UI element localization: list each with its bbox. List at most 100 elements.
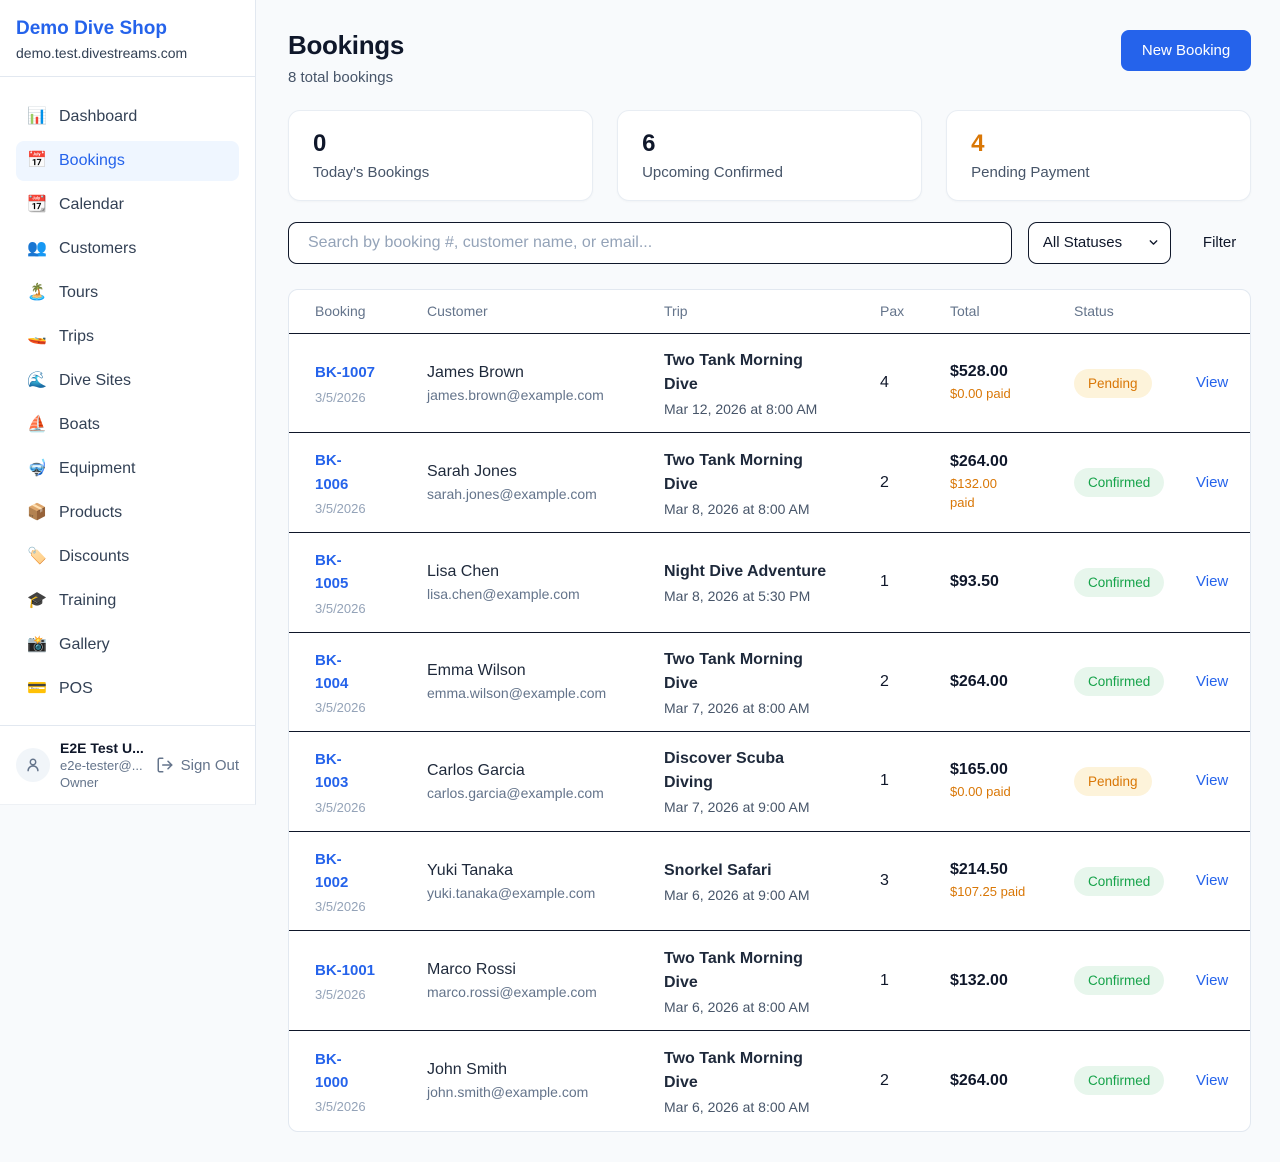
booking-date: 3/5/2026	[315, 987, 366, 1003]
tear-off-calendar-icon: 📆	[27, 196, 47, 213]
stat-value: 4	[971, 130, 985, 157]
booking-id-link[interactable]: BK-1001	[315, 962, 376, 980]
table-row: BK- 1006 3/5/2026 Sarah Jones sarah.jones@e…	[289, 433, 1251, 533]
pax-count: 4	[880, 374, 889, 392]
filter-controls: All Statuses Filter	[288, 221, 1251, 264]
sidebar-item-tours[interactable]: 🏝️ Tours	[16, 273, 239, 313]
table-row: BK- 1000 3/5/2026 John Smith john.smith@exa…	[289, 1031, 1250, 1131]
customer-name: Yuki Tanaka	[427, 861, 513, 879]
customer-email: john.smith@example.com	[427, 1084, 589, 1101]
sidebar-item-training[interactable]: 🎓 Training	[16, 581, 239, 621]
table-row: BK- 1004 3/5/2026 Emma Wilson emma.wilson@e…	[289, 633, 1251, 733]
booking-id-link[interactable]: BK- 1005	[315, 552, 349, 593]
booking-id-link[interactable]: BK- 1000	[315, 1050, 349, 1091]
calendar-icon: 📅	[27, 152, 47, 169]
customer-name: Emma Wilson	[427, 662, 526, 680]
booking-id-link[interactable]: BK- 1002	[315, 850, 349, 892]
brand-header: Demo Dive Shop demo.test.divestreams.com	[0, 0, 255, 77]
trip-name: Two Tank Morning Dive	[664, 1049, 803, 1091]
customer-name: Sarah Jones	[427, 463, 517, 481]
total-amount: $264.00	[950, 672, 1008, 690]
booking-id-link[interactable]: BK- 1004	[315, 651, 349, 692]
people-icon: 👥	[27, 240, 47, 257]
pax-count: 2	[880, 1071, 889, 1089]
sidebar-item-dive-sites[interactable]: 🌊 Dive Sites	[16, 361, 239, 401]
sidebar-item-dashboard[interactable]: 📊 Dashboard	[16, 97, 239, 137]
sidebar-item-label: Gallery	[59, 636, 110, 653]
trip-datetime: Mar 8, 2026 at 5:30 PM	[664, 588, 811, 605]
status-filter-select[interactable]: All Statuses	[1027, 221, 1171, 264]
table-row: BK-1001 3/5/2026 Marco Rossi marco.rossi@ex…	[289, 931, 1251, 1031]
view-link[interactable]: View	[1196, 672, 1229, 690]
total-amount: $214.50	[950, 860, 1008, 878]
view-link[interactable]: View	[1196, 374, 1229, 392]
user-info: E2E Test U... e2e-tester@... Owner	[60, 740, 146, 790]
speedboat-icon: 🚤	[27, 328, 47, 345]
sign-out-button[interactable]: Sign Out	[156, 756, 239, 774]
bookings-table: Booking Customer Trip Pax Total Status BK-100…	[288, 288, 1252, 1132]
table-body: BK-1007 3/5/2026 James Brown james.brown@ex…	[289, 334, 1251, 1131]
sidebar-nav: 📊 Dashboard 📅 Bookings 📆 Calendar 👥 Customers 🏝️…	[0, 77, 255, 725]
view-link[interactable]: View	[1196, 1071, 1229, 1089]
column-header-total: Total	[950, 303, 980, 320]
page-header: Bookings 8 total bookings New Booking	[288, 30, 1252, 86]
filter-button[interactable]: Filter	[1202, 234, 1237, 252]
table-row: BK- 1003 3/5/2026 Carlos Garcia carlos.garc…	[289, 732, 1251, 832]
sidebar-item-calendar[interactable]: 📆 Calendar	[16, 185, 239, 225]
sidebar-item-products[interactable]: 📦 Products	[16, 493, 239, 533]
view-link[interactable]: View	[1196, 473, 1229, 491]
booking-date: 3/5/2026	[315, 899, 366, 915]
sidebar-item-label: Dive Sites	[59, 372, 132, 389]
sidebar-item-pos[interactable]: 💳 POS	[16, 669, 239, 709]
sidebar-item-customers[interactable]: 👥 Customers	[16, 229, 239, 269]
stat-card-pending-payment: 4 Pending Payment	[946, 110, 1252, 201]
view-link[interactable]: View	[1196, 573, 1229, 591]
sidebar-item-gallery[interactable]: 📸 Gallery	[16, 625, 239, 665]
stat-value: 6	[642, 130, 656, 157]
view-link[interactable]: View	[1196, 872, 1229, 890]
column-header-customer: Customer	[427, 303, 488, 320]
booking-id-link[interactable]: BK- 1003	[315, 751, 349, 792]
customer-name: James Brown	[427, 363, 524, 381]
view-link[interactable]: View	[1196, 772, 1229, 790]
sidebar-item-equipment[interactable]: 🤿 Equipment	[16, 449, 239, 489]
table-row: BK- 1005 3/5/2026 Lisa Chen lisa.chen@examp…	[289, 533, 1251, 633]
user-footer: E2E Test U... e2e-tester@... Owner Sign …	[0, 725, 255, 804]
sign-out-icon	[156, 756, 174, 774]
booking-id-link[interactable]: BK-1007	[315, 364, 376, 382]
column-header-trip: Trip	[664, 303, 688, 320]
total-amount: $264.00	[950, 452, 1008, 470]
booking-id-link[interactable]: BK- 1006	[315, 452, 349, 493]
table-row: BK- 1002 3/5/2026 Yuki Tanaka yuki.tanaka@e…	[289, 832, 1251, 932]
person-icon	[24, 756, 42, 774]
sailboat-icon: ⛵	[27, 416, 47, 433]
customer-name: Marco Rossi	[427, 961, 516, 979]
booking-date: 3/5/2026	[315, 700, 366, 716]
total-amount: $93.50	[950, 573, 999, 591]
column-header-pax: Pax	[880, 303, 905, 320]
sidebar-item-discounts[interactable]: 🏷️ Discounts	[16, 537, 239, 577]
page-title: Bookings	[288, 30, 405, 60]
view-link[interactable]: View	[1196, 971, 1229, 989]
status-badge: Pending	[1074, 368, 1152, 398]
status-badge: Confirmed	[1074, 966, 1165, 996]
sidebar-item-boats[interactable]: ⛵ Boats	[16, 405, 239, 445]
booking-date: 3/5/2026	[315, 1099, 366, 1114]
booking-date: 3/5/2026	[315, 600, 366, 616]
trip-datetime: Mar 7, 2026 at 9:00 AM	[664, 799, 810, 816]
status-badge: Confirmed	[1074, 468, 1165, 498]
trip-name: Two Tank Morning Dive	[664, 650, 803, 692]
sidebar-item-bookings[interactable]: 📅 Bookings	[16, 141, 239, 181]
sidebar-item-label: Calendar	[59, 196, 124, 213]
stat-label: Today's Bookings	[313, 163, 430, 181]
new-booking-button[interactable]: New Booking	[1120, 30, 1252, 71]
package-icon: 📦	[27, 504, 47, 521]
brand-name[interactable]: Demo Dive Shop	[16, 18, 167, 39]
total-amount: $132.00	[950, 971, 1008, 989]
customer-name: John Smith	[427, 1061, 508, 1079]
search-input[interactable]	[288, 221, 1012, 264]
sidebar-item-label: Boats	[59, 416, 100, 433]
sidebar-item-trips[interactable]: 🚤 Trips	[16, 317, 239, 357]
pax-count: 2	[880, 473, 889, 491]
